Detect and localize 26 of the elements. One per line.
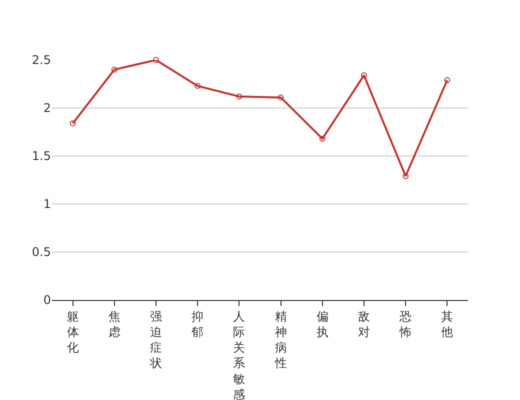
x-tick-label: 敌对 bbox=[358, 309, 370, 339]
x-tick-label: 偏执 bbox=[316, 309, 328, 339]
point bbox=[111, 66, 118, 73]
point bbox=[444, 77, 450, 84]
x-tick-label: 恐怖 bbox=[398, 309, 412, 339]
point bbox=[194, 82, 201, 89]
point bbox=[319, 136, 326, 142]
point bbox=[236, 93, 242, 100]
point bbox=[70, 120, 76, 126]
x-tick-label: 抑郁 bbox=[192, 309, 204, 339]
y-tick-label: 2.5 bbox=[32, 53, 51, 68]
x-tick-label: 其他 bbox=[441, 309, 454, 339]
point bbox=[402, 173, 409, 180]
x-tick-label: 强迫症状 bbox=[149, 309, 162, 370]
x-tick-label: 躯体化 bbox=[66, 309, 79, 355]
x-tick-label: 人际关系敏感 bbox=[233, 309, 246, 400]
x-tick-label: 焦虑 bbox=[108, 309, 120, 339]
point bbox=[361, 72, 367, 78]
x-tick-label: 精神病性 bbox=[274, 309, 287, 370]
y-tick-label: 1 bbox=[43, 197, 51, 212]
y-tick-label: 2 bbox=[43, 101, 51, 116]
y-tick-label: 0.5 bbox=[32, 245, 51, 260]
y-tick-label: 0 bbox=[43, 293, 51, 308]
y-tick-label: 1.5 bbox=[32, 149, 51, 164]
point bbox=[153, 57, 159, 63]
point bbox=[278, 94, 284, 100]
